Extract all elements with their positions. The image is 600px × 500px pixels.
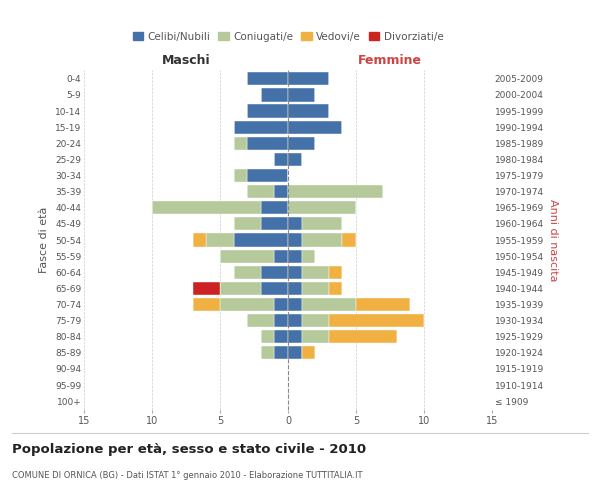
Bar xyxy=(193,282,220,295)
Bar xyxy=(288,136,315,150)
Bar xyxy=(329,314,424,327)
Bar xyxy=(302,314,329,327)
Bar xyxy=(261,266,288,279)
Bar xyxy=(302,218,343,230)
Bar xyxy=(288,104,329,118)
Bar xyxy=(274,153,288,166)
Bar xyxy=(247,185,274,198)
Bar xyxy=(206,234,233,246)
Bar xyxy=(233,218,261,230)
Bar xyxy=(288,234,302,246)
Bar xyxy=(302,330,329,344)
Bar xyxy=(288,153,302,166)
Bar xyxy=(274,185,288,198)
Bar xyxy=(233,136,247,150)
Bar xyxy=(288,282,302,295)
Bar xyxy=(261,282,288,295)
Bar xyxy=(288,298,302,311)
Bar xyxy=(356,298,410,311)
Bar xyxy=(274,298,288,311)
Text: Femmine: Femmine xyxy=(358,54,422,68)
Bar xyxy=(247,314,274,327)
Bar xyxy=(274,330,288,344)
Bar xyxy=(329,330,397,344)
Bar xyxy=(193,234,206,246)
Bar xyxy=(288,346,302,360)
Bar xyxy=(329,282,343,295)
Bar xyxy=(233,266,261,279)
Bar xyxy=(261,201,288,214)
Bar xyxy=(247,136,288,150)
Bar xyxy=(288,314,302,327)
Bar xyxy=(247,72,288,86)
Bar xyxy=(288,266,302,279)
Bar xyxy=(302,298,356,311)
Bar xyxy=(274,250,288,262)
Bar xyxy=(288,72,329,86)
Bar xyxy=(288,185,383,198)
Bar xyxy=(152,201,261,214)
Bar xyxy=(288,120,343,134)
Bar xyxy=(302,234,343,246)
Text: Maschi: Maschi xyxy=(161,54,211,68)
Bar xyxy=(233,234,288,246)
Y-axis label: Fasce di età: Fasce di età xyxy=(40,207,49,273)
Bar xyxy=(302,346,315,360)
Bar xyxy=(288,250,302,262)
Bar xyxy=(274,314,288,327)
Bar xyxy=(233,169,247,182)
Bar xyxy=(343,234,356,246)
Bar xyxy=(247,104,288,118)
Bar xyxy=(274,346,288,360)
Y-axis label: Anni di nascita: Anni di nascita xyxy=(548,198,558,281)
Text: COMUNE DI ORNICA (BG) - Dati ISTAT 1° gennaio 2010 - Elaborazione TUTTITALIA.IT: COMUNE DI ORNICA (BG) - Dati ISTAT 1° ge… xyxy=(12,471,362,480)
Bar xyxy=(302,282,329,295)
Bar xyxy=(247,169,288,182)
Bar xyxy=(220,250,274,262)
Bar xyxy=(261,88,288,102)
Bar xyxy=(288,218,302,230)
Bar xyxy=(288,201,356,214)
Bar xyxy=(288,88,315,102)
Bar xyxy=(220,298,274,311)
Bar xyxy=(288,330,302,344)
Bar xyxy=(302,250,315,262)
Text: Popolazione per età, sesso e stato civile - 2010: Popolazione per età, sesso e stato civil… xyxy=(12,442,366,456)
Bar xyxy=(302,266,329,279)
Bar xyxy=(261,218,288,230)
Bar xyxy=(220,282,261,295)
Bar xyxy=(193,298,220,311)
Legend: Celibi/Nubili, Coniugati/e, Vedovi/e, Divorziati/e: Celibi/Nubili, Coniugati/e, Vedovi/e, Di… xyxy=(128,28,448,46)
Bar xyxy=(329,266,343,279)
Bar xyxy=(233,120,288,134)
Bar xyxy=(261,346,274,360)
Bar xyxy=(261,330,274,344)
